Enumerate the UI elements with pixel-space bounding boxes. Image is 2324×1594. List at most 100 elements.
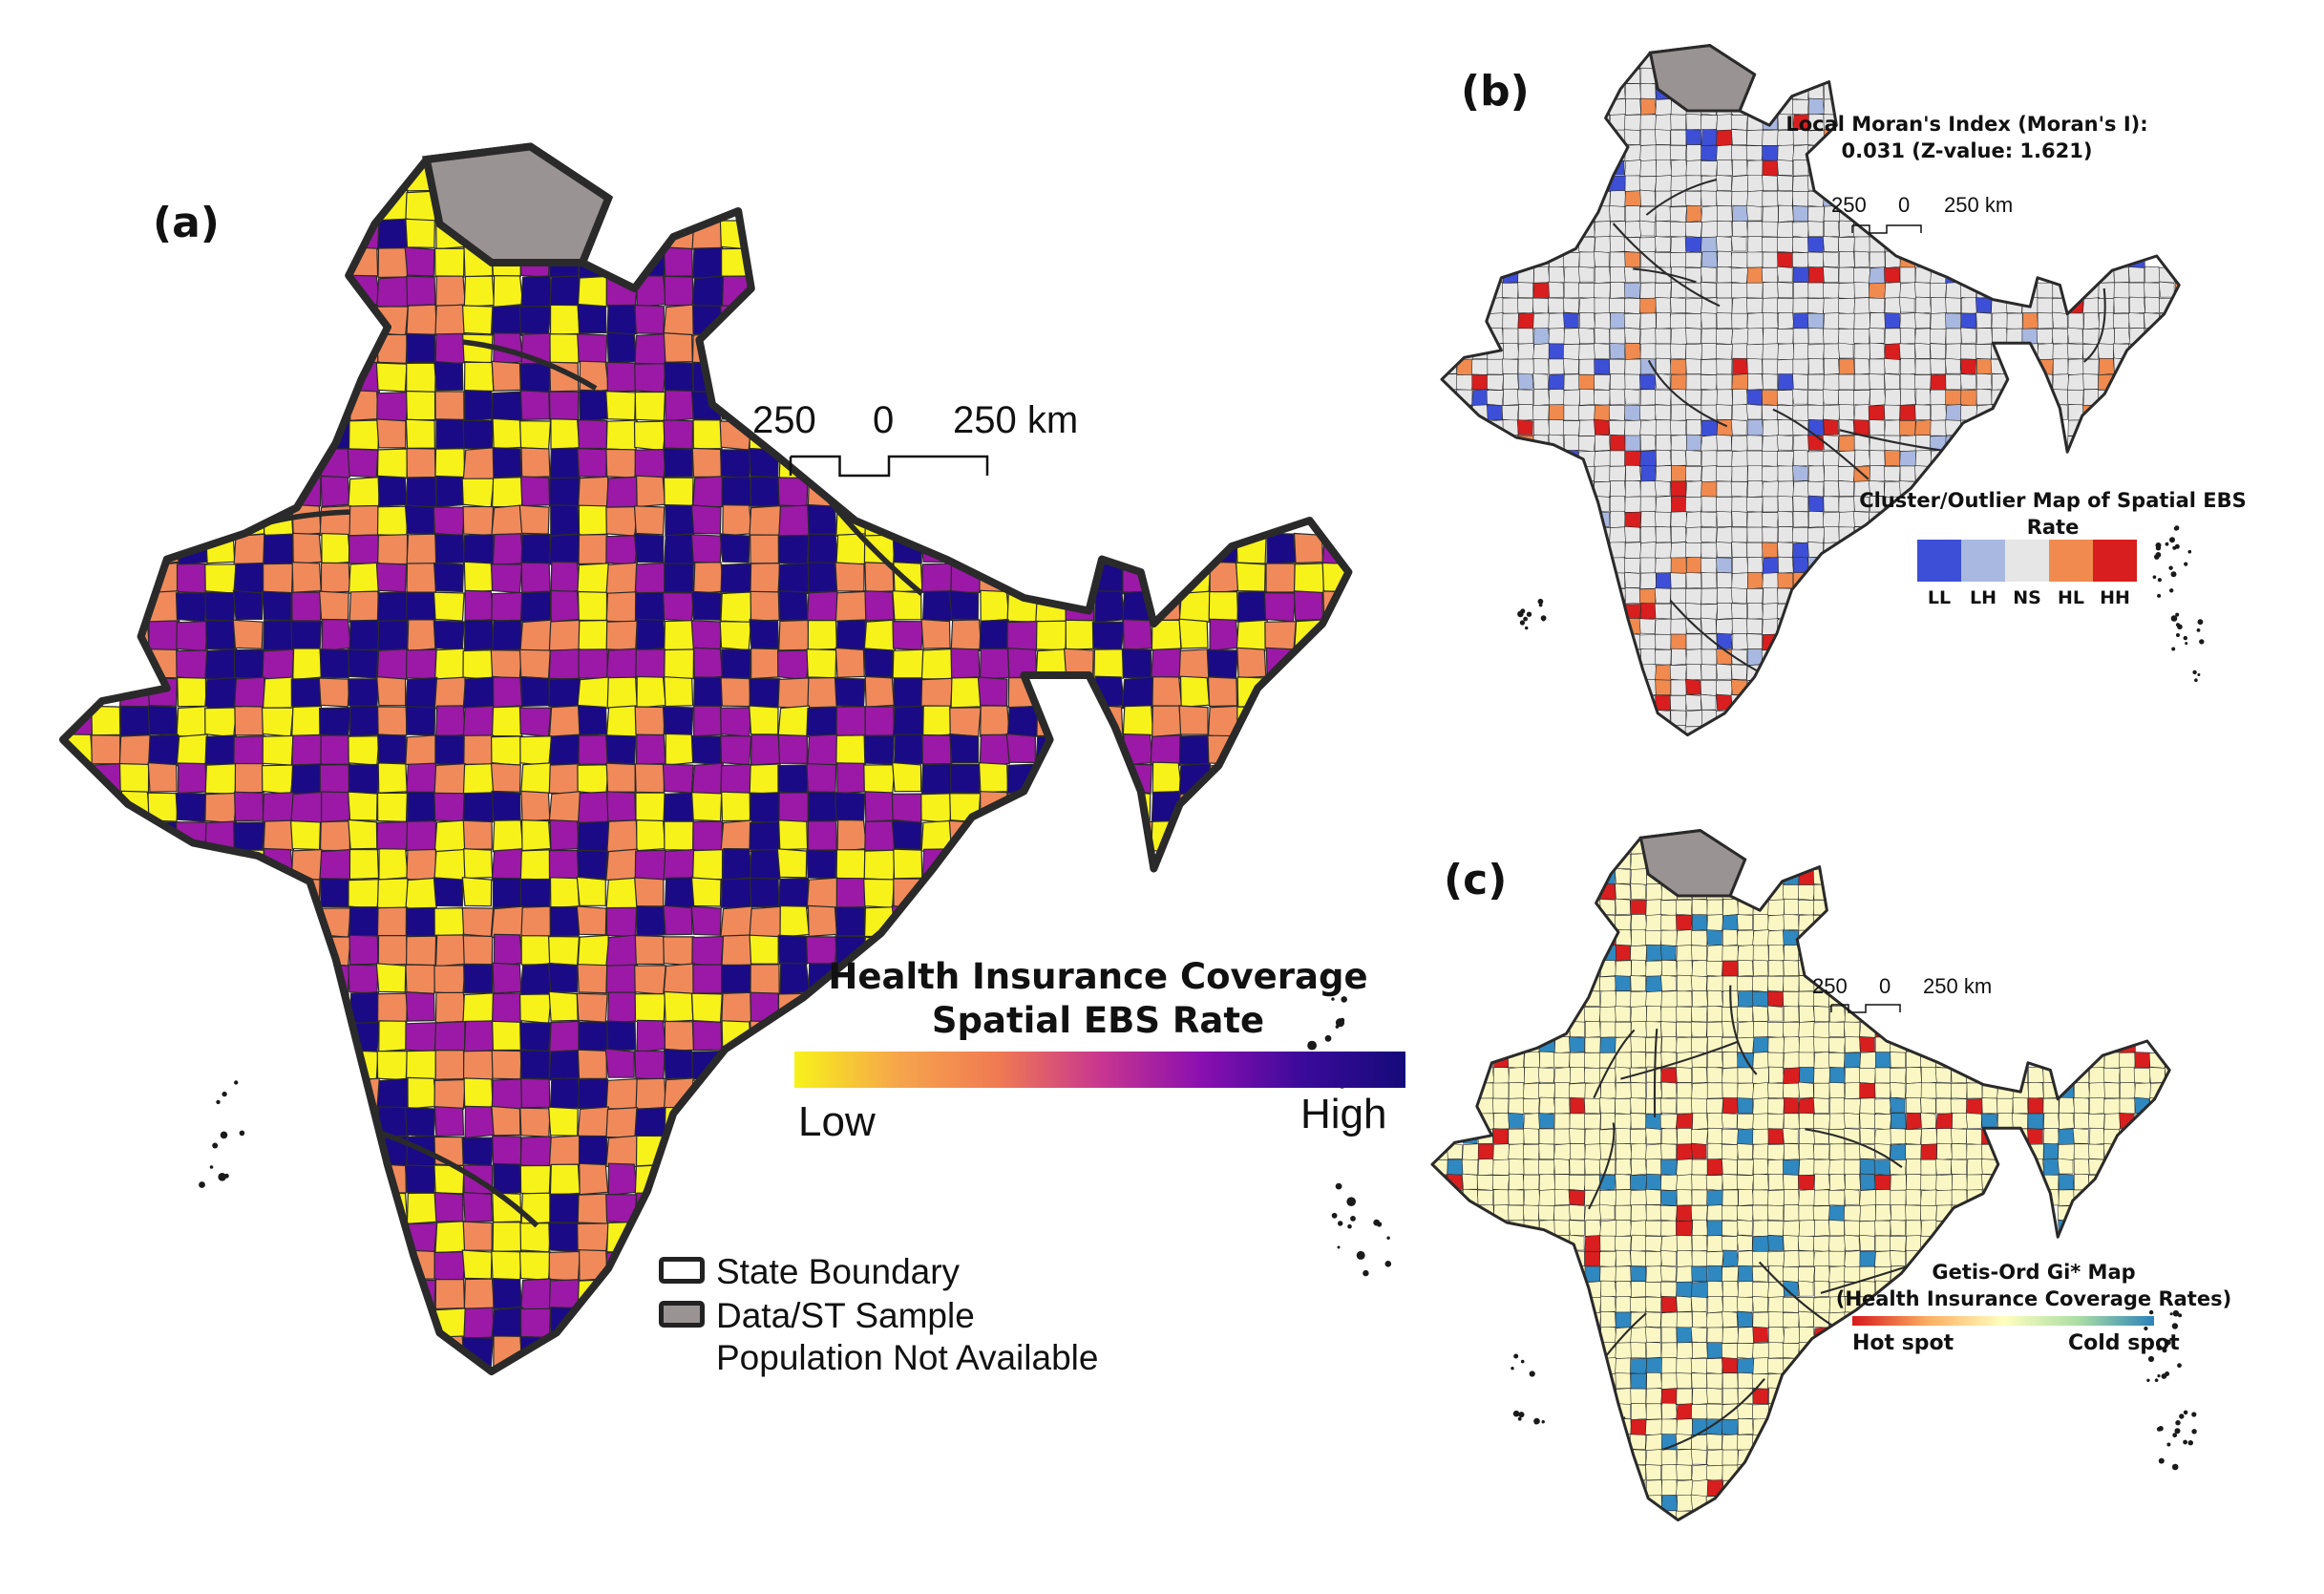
panel-a-district xyxy=(348,1134,378,1165)
panel-b-district xyxy=(1669,419,1687,436)
panel-c-district xyxy=(1722,945,1739,962)
panel-a-gradient-bar xyxy=(794,1052,1405,1088)
panel-a-district xyxy=(605,1106,639,1139)
panel-c-district xyxy=(1462,1143,1479,1160)
panel-a-district xyxy=(807,533,838,565)
panel-c-district xyxy=(1583,1006,1601,1023)
panel-c-district xyxy=(1676,1372,1693,1390)
panel-b-district xyxy=(1762,343,1779,360)
panel-c-district xyxy=(1508,1189,1525,1206)
panel-c-district xyxy=(2012,1113,2029,1130)
panel-a-district xyxy=(433,1020,466,1052)
panel-b-district xyxy=(1838,266,1855,284)
panel-c-district xyxy=(1920,1097,1936,1114)
panel-b-district xyxy=(1762,664,1780,682)
panel-c-district xyxy=(1645,899,1662,916)
panel-b-district xyxy=(1777,510,1794,528)
panel-b-district xyxy=(2098,282,2115,299)
panel-a-district xyxy=(634,562,666,594)
panel-c-district xyxy=(1676,1388,1693,1405)
panel-b-district xyxy=(1792,236,1810,254)
panel-b-district xyxy=(1623,129,1641,146)
panel-b-district xyxy=(1717,602,1733,620)
panel-b-district xyxy=(1975,358,1993,375)
panel-c-district xyxy=(1615,1372,1632,1390)
panel-c-district xyxy=(1614,1236,1632,1252)
panel-c-district xyxy=(1905,1174,1923,1192)
panel-a-district xyxy=(548,677,581,710)
panel-c-district xyxy=(1676,1021,1693,1038)
panel-c-district xyxy=(1644,1311,1662,1328)
panel-c-district xyxy=(1905,1067,1922,1084)
na-swatch xyxy=(659,1301,705,1328)
panel-a-island xyxy=(1338,1221,1343,1226)
panel-c-district xyxy=(1736,914,1753,930)
panel-b-district xyxy=(1654,390,1672,406)
panel-c-district xyxy=(1752,945,1769,962)
panel-c-district xyxy=(1737,929,1754,946)
panel-a-district xyxy=(1094,590,1126,624)
panel-a-district xyxy=(91,705,121,736)
panel-c-district xyxy=(1584,1052,1601,1069)
panel-b-district xyxy=(1685,159,1703,178)
panel-a-district xyxy=(1293,648,1326,681)
panel-a-district xyxy=(807,676,838,709)
panel-c-district xyxy=(1874,1235,1891,1252)
panel-c-district xyxy=(1873,1159,1892,1177)
panel-c-district xyxy=(1691,1388,1709,1406)
panel-b-district xyxy=(1777,221,1795,239)
panel-c-district xyxy=(1920,1174,1937,1191)
panel-b-district xyxy=(1594,404,1611,421)
panel-c-district xyxy=(1828,1113,1846,1130)
panel-c-district xyxy=(1722,1434,1740,1452)
panel-a-district xyxy=(377,247,409,279)
panel-c-district xyxy=(1461,1203,1478,1221)
panel-a-district xyxy=(518,993,553,1025)
panel-b-district xyxy=(1762,328,1780,346)
panel-b-district xyxy=(2052,343,2069,360)
panel-a-district xyxy=(463,361,495,393)
panel-c-district xyxy=(1706,975,1724,993)
panel-a-district xyxy=(518,306,552,336)
panel-a-district xyxy=(289,819,322,851)
panel-a-district xyxy=(949,733,980,764)
panel-b-district xyxy=(1853,495,1870,512)
panel-b-district xyxy=(1548,297,1565,314)
panel-a-district xyxy=(864,819,896,852)
panel-c-district xyxy=(1690,1358,1708,1374)
panel-b-district xyxy=(1656,357,1672,375)
panel-a-district xyxy=(1151,705,1183,738)
panel-a-district xyxy=(663,848,696,882)
panel-c-district xyxy=(1783,1174,1800,1191)
panel-b-district xyxy=(1716,114,1734,132)
panel-c-district xyxy=(1630,1327,1647,1344)
panel-a-district xyxy=(491,591,524,624)
panel-c-district xyxy=(1676,990,1693,1008)
panel-b-district xyxy=(1700,266,1717,283)
panel-b-district xyxy=(1732,388,1749,407)
panel-c-district xyxy=(1599,1295,1616,1313)
panel-b-district xyxy=(1639,419,1658,437)
panel-a-district xyxy=(777,534,810,565)
panel-c-district xyxy=(1615,1479,1633,1498)
panel-c-district xyxy=(1660,929,1678,946)
panel-b-district xyxy=(1701,389,1718,406)
panel-c-district xyxy=(1767,1143,1785,1161)
panel-b-island xyxy=(2172,545,2177,550)
panel-b-district xyxy=(1685,557,1702,574)
panel-c-district xyxy=(1447,1158,1464,1176)
panel-a-district xyxy=(577,447,608,478)
panel-c-district xyxy=(1828,1327,1845,1343)
panel-c-district xyxy=(1461,1158,1479,1176)
panel-c-district xyxy=(1659,1114,1679,1131)
panel-c-district xyxy=(1614,914,1632,931)
panel-c-district xyxy=(1492,1143,1510,1160)
panel-b-district xyxy=(2066,327,2083,344)
panel-a-district xyxy=(405,1022,438,1053)
panel-b-district xyxy=(1684,693,1701,711)
panel-a-district xyxy=(721,991,752,1024)
panel-b-district xyxy=(1762,282,1779,299)
panel-b-district xyxy=(1516,389,1534,406)
panel-c-district xyxy=(1767,914,1785,932)
